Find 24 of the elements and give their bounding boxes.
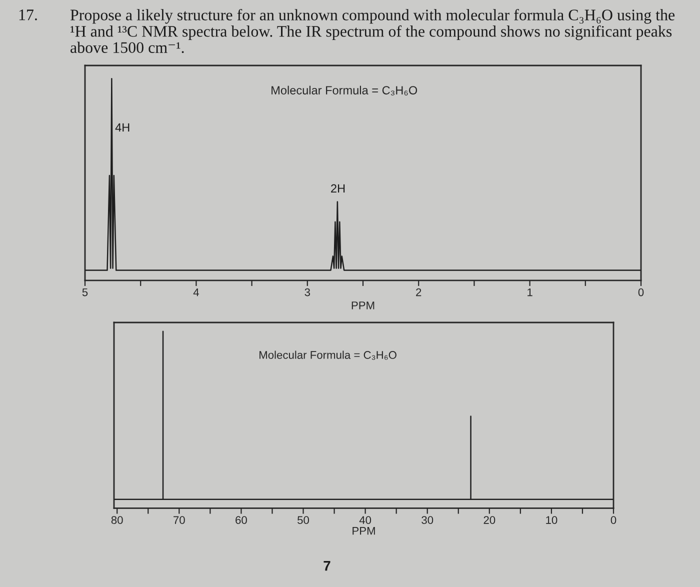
x-tick-label: 10 [546,516,558,524]
x-tick-label: 4 [193,288,199,296]
x-tick-label: 2 [416,288,422,296]
x-tick-label: 30 [422,516,434,524]
x-tick-label: 60 [236,516,247,524]
annotation: 4H [115,123,130,132]
text: 17. [19,10,37,20]
x-tick-label: 0 [638,288,644,296]
annotation: 2H [331,184,345,193]
text: Molecular Formula = C₃H₆O [260,350,396,360]
x-axis-title: PPM [352,527,375,535]
text: Molecular Formula = C₃H₆O [272,86,418,96]
text: Propose a likely structure for an unknown compound with molecular formula C₃H₆O using the ¹H and ¹³C NMR spectra below. The IR spectrum of the compound shows no significant peaks above 1500 cm⁻¹. [70,9,675,54]
x-tick-label: 70 [174,516,185,524]
x-tick-label: 80 [111,516,123,524]
x-tick-label: 20 [484,516,496,524]
x-tick-label: 40 [359,516,372,524]
x-tick-label: 0 [610,516,616,524]
text: 7 [324,561,330,571]
x-tick-label: 1 [528,288,532,296]
x-tick-label: 5 [82,288,88,296]
x-axis-title: PPM [352,302,374,310]
x-tick-label: 3 [304,288,310,296]
x-tick-label: 50 [298,516,309,524]
